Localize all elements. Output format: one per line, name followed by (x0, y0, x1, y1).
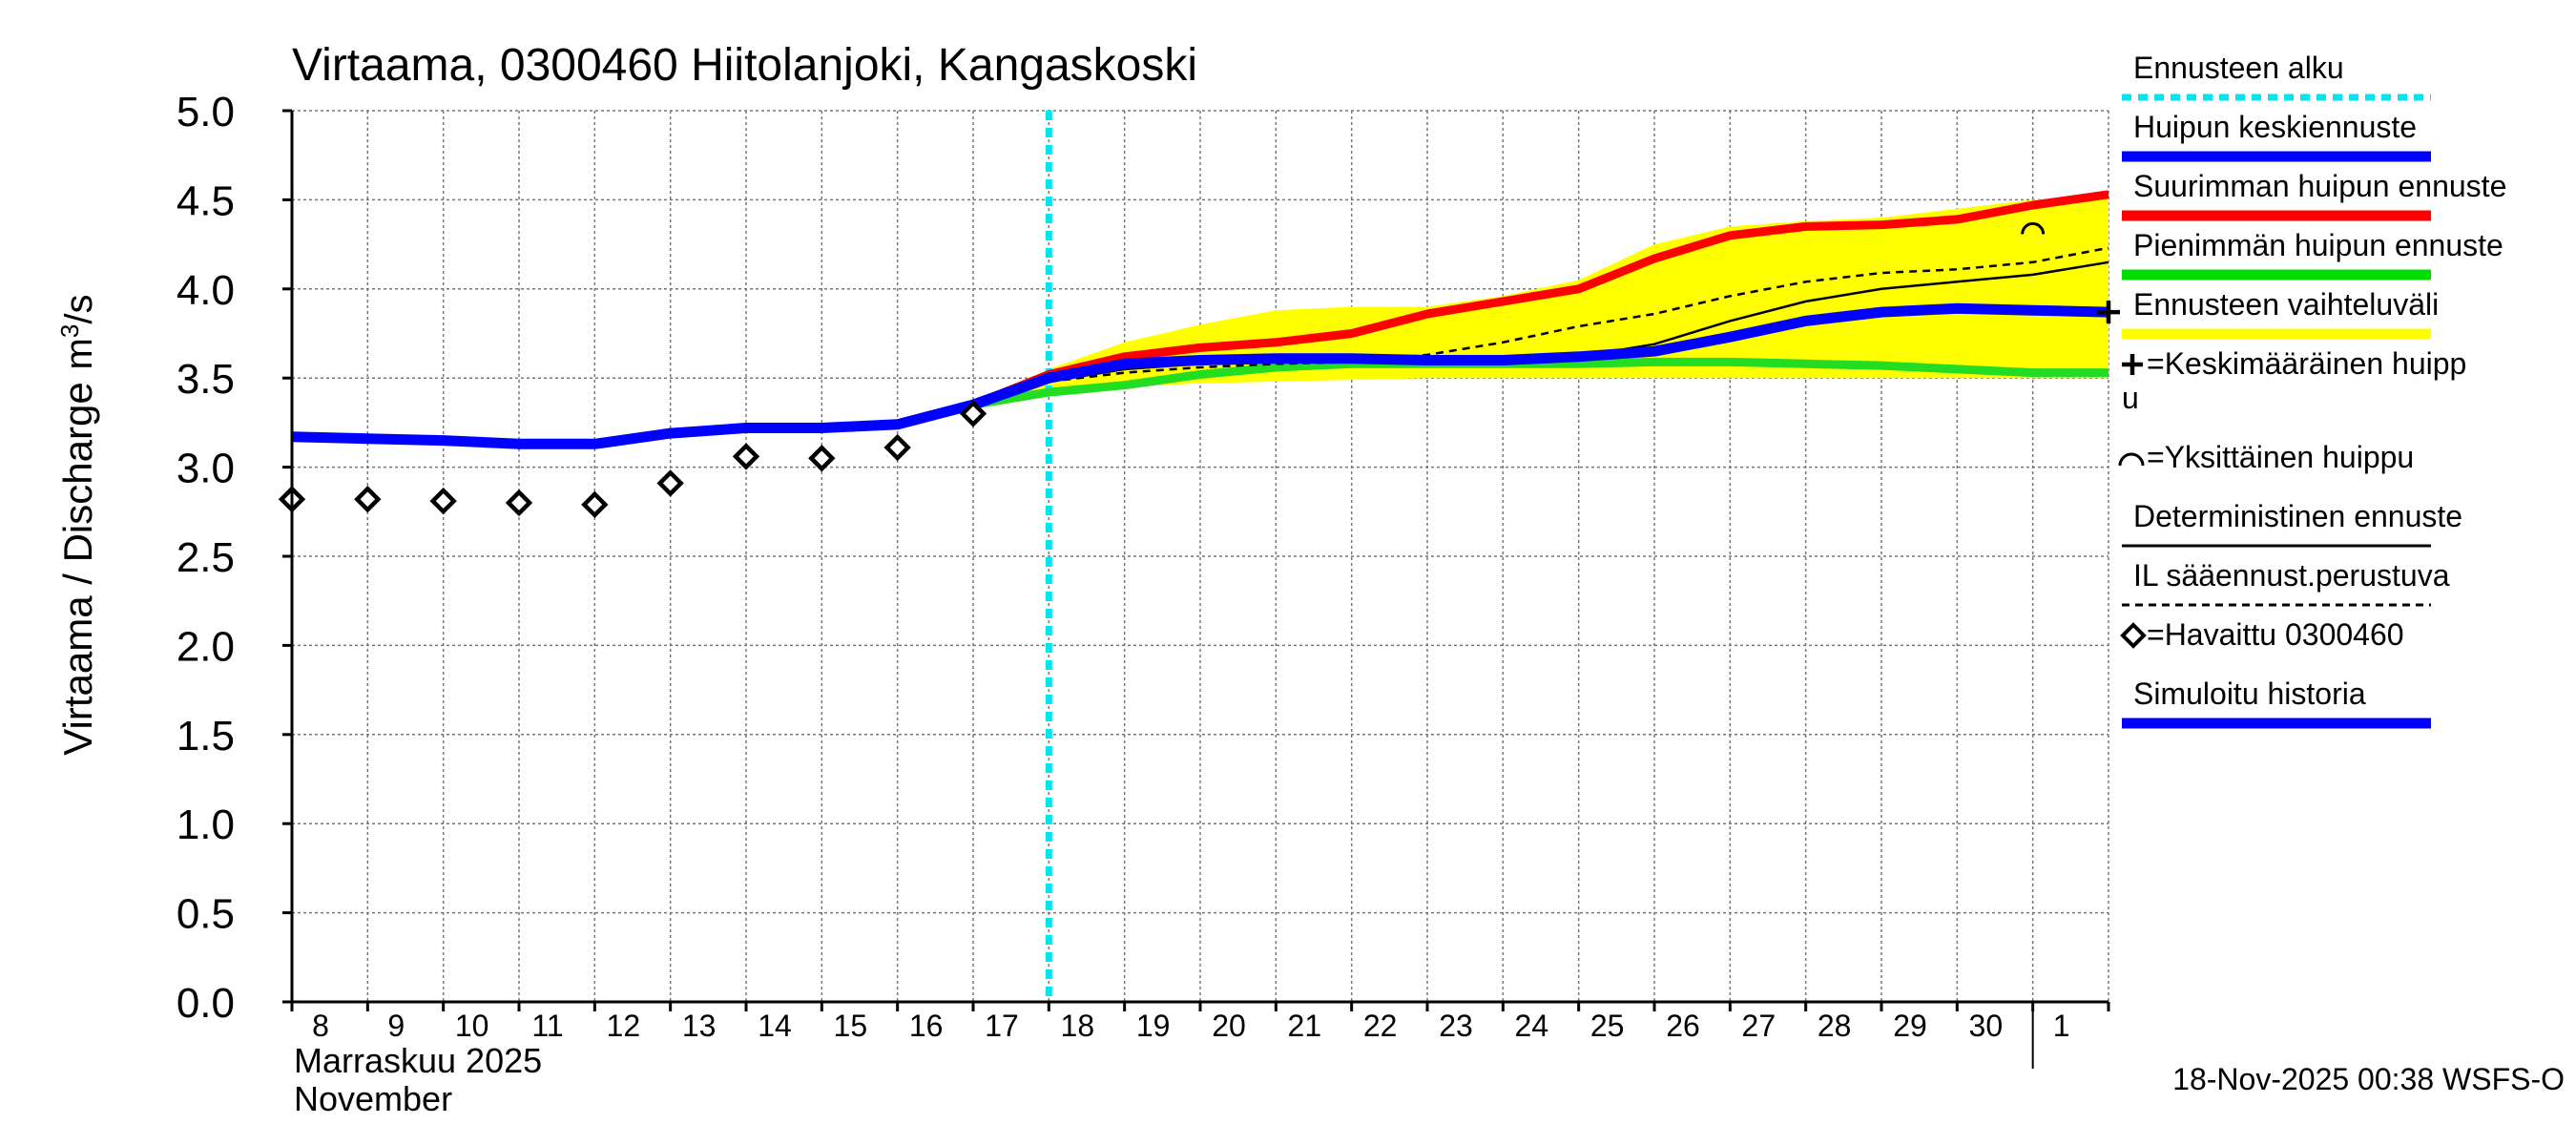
x-tick-label: 1 (2053, 1009, 2070, 1043)
legend-label: =Keskimääräinen huipp (2147, 346, 2466, 381)
y-tick-label: 2.5 (177, 534, 235, 581)
x-tick-label: 27 (1742, 1009, 1776, 1043)
y-tick-label: 4.5 (177, 177, 235, 224)
y-unit-sup: 3 (55, 324, 84, 338)
legend-plus-icon (2122, 354, 2143, 375)
x-tick-label: 25 (1590, 1009, 1625, 1043)
observed-point (959, 400, 987, 427)
x-tick-label: 23 (1439, 1009, 1473, 1043)
forecast-range-band (973, 196, 2109, 406)
axis-ticks: 0.00.51.01.52.02.53.03.54.04.55.08 9 10 11 1… (177, 89, 2110, 1069)
x-tick-label: 17 (985, 1009, 1019, 1043)
y-tick-label: 4.0 (177, 267, 235, 314)
simulated-history-line (291, 373, 1051, 449)
forecast-range-layer (973, 111, 2109, 1002)
x-tick-label: 22 (1363, 1009, 1398, 1043)
x-tick-label: 16 (909, 1009, 944, 1043)
y-tick-label: 5.0 (177, 89, 235, 135)
il-weather-forecast-line (972, 246, 2109, 406)
min-peak-forecast-line (972, 357, 2109, 409)
x-tick-label: 24 (1515, 1009, 1549, 1043)
observed-point (732, 443, 760, 470)
y-tick-label: 0.5 (177, 891, 235, 938)
x-tick-label: 9 (387, 1009, 405, 1043)
y-tick-label: 3.5 (177, 356, 235, 403)
x-tick-label: 20 (1212, 1009, 1246, 1043)
max-peak-forecast-line (971, 190, 2109, 409)
x-tick-label: 12 (607, 1009, 641, 1043)
x-tick-label: 26 (1666, 1009, 1700, 1043)
legend-arc-icon (2118, 452, 2145, 467)
legend-label: =Havaittu 0300460 (2147, 617, 2404, 652)
legend-label: Ennusteen vaihteluväli (2133, 287, 2439, 322)
legend-diamond-icon (2120, 622, 2147, 649)
y-axis-unit: m3/s (55, 295, 100, 370)
y-axis-label-text: Virtaama / Discharge (55, 382, 100, 755)
x-tick-label: 30 (1969, 1009, 2004, 1043)
observed-point (354, 486, 382, 513)
x-tick-label: 11 (531, 1009, 563, 1043)
legend-label: Ennusteen alku (2133, 51, 2344, 85)
x-tick-label: 19 (1136, 1009, 1171, 1043)
mean-peak-marker (2097, 301, 2120, 324)
y-tick-label: 1.0 (177, 802, 235, 848)
chart-title: Virtaama, 0300460 Hiitolanjoki, Kangasko… (292, 40, 1197, 91)
legend: Ennusteen alku Huipun keskiennuste Suurimm… (2118, 51, 2506, 729)
mean-peak-forecast-line (971, 302, 2109, 410)
legend-label: Suurimman huipun ennuste (2133, 169, 2506, 203)
x-tick-label: 10 (455, 1009, 489, 1043)
y-tick-label: 1.5 (177, 713, 235, 760)
y-tick-label: 0.0 (177, 980, 235, 1027)
observed-point (505, 489, 533, 517)
observed-point (581, 490, 609, 519)
x-tick-label: 15 (834, 1009, 868, 1043)
y-unit-tail: /s (58, 295, 100, 324)
series-layer (278, 190, 2120, 519)
x-tick-label: 21 (1288, 1009, 1322, 1043)
observed-point (883, 433, 911, 462)
legend-label: IL sääennust.perustuva (2133, 558, 2450, 593)
single-peak-marker (2021, 222, 2046, 235)
x-tick-label: 29 (1893, 1009, 1927, 1043)
legend-label: Deterministinen ennuste (2133, 499, 2462, 533)
y-unit-base: m (58, 338, 100, 369)
x-tick-label: 13 (682, 1009, 717, 1043)
legend-label: Huipun keskiennuste (2133, 110, 2417, 144)
observed-point (429, 487, 457, 515)
legend-label: Pienimmän huipun ennuste (2133, 228, 2503, 262)
x-tick-label: 18 (1061, 1009, 1095, 1043)
y-axis-label: Virtaama / Discharge (55, 382, 100, 755)
y-tick-label: 3.0 (177, 446, 235, 492)
y-tick-label: 2.0 (177, 623, 235, 670)
observed-point (656, 469, 684, 497)
month-label-en: November (294, 1079, 452, 1118)
x-tick-label: 8 (312, 1009, 329, 1043)
legend-label: =Yksittäinen huippu (2147, 440, 2414, 474)
x-tick-label: 14 (758, 1009, 792, 1043)
x-tick-label: 28 (1818, 1009, 1852, 1043)
observed-point (808, 445, 836, 472)
legend-label: Simuloitu historia (2133, 677, 2366, 711)
footer-timestamp: 18-Nov-2025 00:38 WSFS-O (2172, 1062, 2565, 1096)
month-label-fi: Marraskuu 2025 (294, 1041, 542, 1080)
legend-label-continuation: u (2122, 381, 2139, 415)
